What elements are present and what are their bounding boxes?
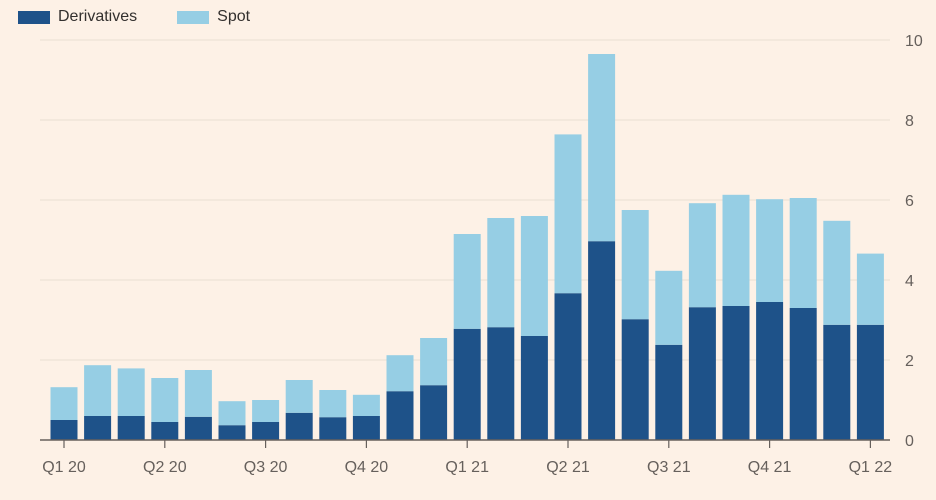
bar-spot [487,218,515,328]
bar-derivatives [352,416,380,440]
bar-spot [756,199,784,302]
bar-spot [856,253,884,325]
x-tick-label: Q3 21 [647,459,691,476]
bar-spot [655,270,683,345]
x-tick-label: Q1 21 [445,459,489,476]
bar-derivatives [184,416,212,440]
bar-spot [621,210,649,320]
bar-spot [722,194,750,306]
bar-spot [588,54,616,242]
bar-derivatives [823,324,851,440]
bar-spot [554,134,582,294]
bar-spot [319,390,347,418]
y-tick-label: 0 [905,433,914,450]
bar-spot [823,220,851,325]
bar-spot [285,380,313,413]
bar-spot [352,394,380,416]
x-tick-label: Q1 20 [42,459,86,476]
legend-label-derivatives: Derivatives [58,8,138,25]
bar-derivatives [520,336,548,440]
x-tick-label: Q1 22 [849,459,893,476]
bar-spot [184,370,212,417]
bar-spot [520,216,548,336]
bar-derivatives [285,412,313,440]
bar-spot [218,401,246,426]
bar-derivatives [319,417,347,440]
bar-derivatives [117,416,145,440]
y-tick-label: 2 [905,353,914,370]
bar-spot [789,198,817,308]
legend-item-derivatives: Derivatives [18,8,137,26]
bar-spot [453,234,481,329]
bar-spot [84,365,112,416]
legend-swatch-derivatives [18,10,50,24]
bar-derivatives [722,306,750,440]
bar-derivatives [856,324,884,440]
bar-derivatives [655,344,683,440]
bar-spot [117,368,145,416]
bar-derivatives [218,425,246,440]
bar-derivatives [789,308,817,440]
x-tick-label: Q3 20 [244,459,288,476]
bar-spot [688,203,716,308]
y-tick-label: 6 [905,193,914,210]
bar-derivatives [621,319,649,440]
bar-derivatives [756,302,784,440]
legend-item-spot: Spot [177,8,250,26]
bar-spot [420,338,448,386]
y-tick-label: 10 [905,33,923,50]
bar-spot [386,355,414,392]
y-tick-label: 4 [905,273,914,290]
x-tick-label: Q2 20 [143,459,187,476]
bar-derivatives [386,391,414,440]
bar-spot [50,387,78,420]
bars [50,54,884,440]
bar-derivatives [151,422,179,440]
legend-label-spot: Spot [217,8,251,25]
y-tick-label: 8 [905,113,914,130]
x-tick-label: Q2 21 [546,459,590,476]
bar-derivatives [50,420,78,440]
axes: 0 2 4 6 8 10 Q1 20 Q2 20 Q3 20 Q4 20 Q1 21 Q2 21 Q3 … [40,33,923,476]
legend-swatch-spot [177,10,210,24]
legend: Derivatives Spot [18,8,250,26]
bar-derivatives [252,422,280,440]
bar-derivatives [487,327,515,440]
bar-derivatives [420,385,448,440]
bar-derivatives [554,293,582,440]
bar-spot [151,378,179,422]
bar-spot [252,400,280,422]
bar-derivatives [688,307,716,440]
x-tick-label: Q4 20 [345,459,389,476]
bar-derivatives [588,241,616,440]
bar-derivatives [84,416,112,440]
x-tick-label: Q4 21 [748,459,792,476]
bar-derivatives [453,328,481,440]
